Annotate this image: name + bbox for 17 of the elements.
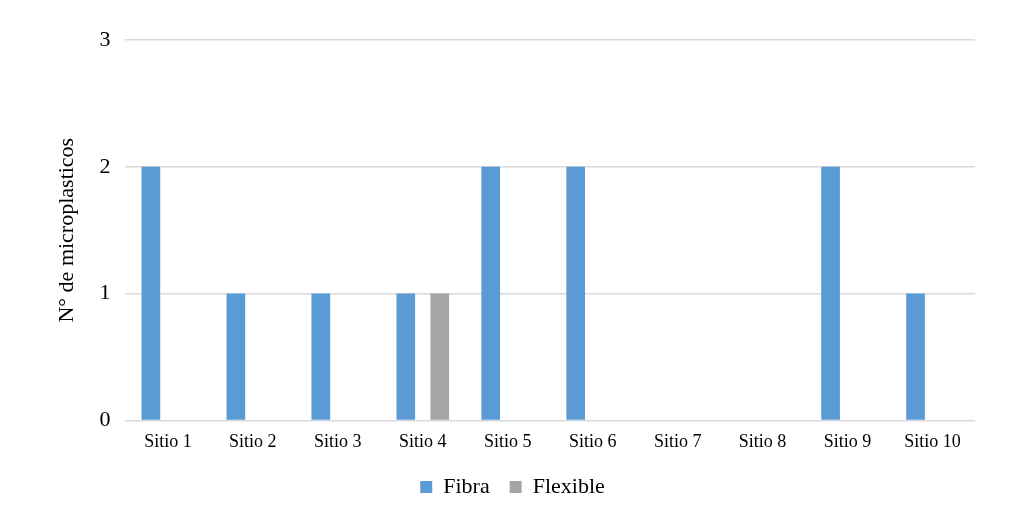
- x-tick-label: Sitio 4: [399, 430, 447, 451]
- x-tick-label: Sitio 5: [483, 430, 532, 451]
- y-tick-label: 1: [99, 279, 111, 305]
- x-tick-label: Sitio 2: [229, 430, 277, 451]
- x-tick-label: Sitio 6: [568, 430, 617, 451]
- x-tick-label: Sitio 7: [653, 430, 702, 451]
- legend-label: Flexible: [532, 472, 605, 498]
- x-tick-label: Sitio 1: [144, 430, 192, 451]
- x-tick-label: Sitio 10: [904, 430, 961, 451]
- legend-label: Fibra: [443, 472, 490, 498]
- y-tick-label: 3: [99, 25, 111, 51]
- x-tick-label: Sitio 8: [738, 430, 787, 451]
- y-tick-label: 2: [99, 152, 111, 178]
- y-axis-title: N° de microplasticos: [52, 137, 78, 323]
- x-tick-label: Sitio 9: [823, 430, 872, 451]
- x-tick-label: Sitio 3: [314, 430, 362, 451]
- y-tick-label: 0: [99, 406, 111, 432]
